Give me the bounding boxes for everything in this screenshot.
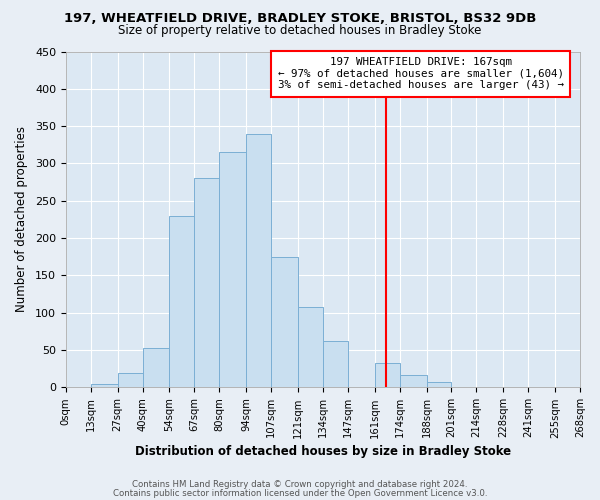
Bar xyxy=(323,341,348,388)
Bar xyxy=(194,178,219,388)
Bar xyxy=(143,348,169,388)
Bar xyxy=(118,372,143,388)
Bar xyxy=(271,257,298,388)
Text: Contains public sector information licensed under the Open Government Licence v3: Contains public sector information licen… xyxy=(113,488,487,498)
X-axis label: Distribution of detached houses by size in Bradley Stoke: Distribution of detached houses by size … xyxy=(135,444,511,458)
Bar xyxy=(427,382,451,388)
Text: Contains HM Land Registry data © Crown copyright and database right 2024.: Contains HM Land Registry data © Crown c… xyxy=(132,480,468,489)
Bar xyxy=(400,375,427,388)
Bar xyxy=(246,134,271,388)
Text: 197 WHEATFIELD DRIVE: 167sqm
← 97% of detached houses are smaller (1,604)
3% of : 197 WHEATFIELD DRIVE: 167sqm ← 97% of de… xyxy=(278,58,564,90)
Bar xyxy=(91,384,118,388)
Text: 197, WHEATFIELD DRIVE, BRADLEY STOKE, BRISTOL, BS32 9DB: 197, WHEATFIELD DRIVE, BRADLEY STOKE, BR… xyxy=(64,12,536,26)
Bar xyxy=(219,152,246,388)
Y-axis label: Number of detached properties: Number of detached properties xyxy=(15,126,28,312)
Bar xyxy=(375,363,400,388)
Bar xyxy=(298,307,323,388)
Bar xyxy=(169,216,194,388)
Text: Size of property relative to detached houses in Bradley Stoke: Size of property relative to detached ho… xyxy=(118,24,482,37)
